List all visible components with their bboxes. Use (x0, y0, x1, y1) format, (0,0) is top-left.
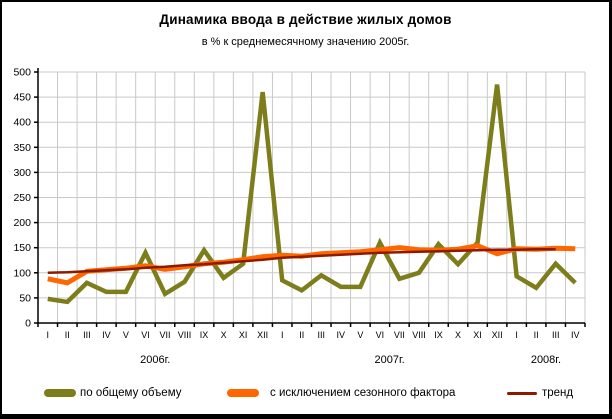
x-tick-label: V (123, 330, 129, 340)
x-tick-label: VIII (178, 330, 192, 340)
y-tick-label: 250 (13, 192, 31, 204)
x-tick-label: IV (102, 330, 111, 340)
x-tick-label: VII (394, 330, 405, 340)
year-label-2008: 2008г. (530, 354, 562, 366)
x-tick-label: IX (434, 330, 443, 340)
x-tick-label: V (357, 330, 363, 340)
y-tick-label: 350 (13, 142, 31, 154)
x-tick-label: III (552, 330, 560, 340)
x-tick-label: VI (141, 330, 150, 340)
x-tick-label: II (299, 330, 304, 340)
x-tick-label: VII (159, 330, 170, 340)
x-tick-label: III (83, 330, 91, 340)
chart-legend: по общему объему с исключением сезонного … (2, 384, 609, 408)
y-tick-label: 50 (19, 292, 31, 304)
y-tick-label: 150 (13, 242, 31, 254)
x-tick-label: IX (200, 330, 209, 340)
x-tick-label: XI (473, 330, 482, 340)
x-tick-label: XII (257, 330, 268, 340)
x-tick-label: VIII (412, 330, 426, 340)
legend-marker-trend (507, 392, 537, 395)
x-tick-label: X (221, 330, 227, 340)
y-tick-label: 300 (13, 167, 31, 179)
y-tick-label: 500 (13, 67, 31, 79)
x-tick-label: III (318, 330, 326, 340)
y-tick-label: 400 (13, 117, 31, 129)
x-tick-label: II (65, 330, 70, 340)
year-label-2007: 2007г. (374, 354, 405, 366)
x-tick-label: I (281, 330, 284, 340)
legend-marker-seasonally-adjusted (227, 389, 259, 397)
y-tick-label: 100 (13, 267, 31, 279)
legend-label-seasonally-adjusted: с исключением сезонного фактора (270, 387, 456, 399)
year-label-2006: 2006г. (140, 354, 171, 366)
series-line-trend (47, 247, 556, 275)
x-tick-label: XI (239, 330, 248, 340)
x-tick-label: I (47, 330, 50, 340)
x-tick-label: IV (571, 330, 580, 340)
x-tick-label: X (455, 330, 461, 340)
x-tick-label: IV (337, 330, 346, 340)
x-tick-label: II (534, 330, 539, 340)
legend-marker-total-volume (44, 389, 76, 397)
x-tick-label: I (515, 330, 518, 340)
series-line-total-volume (47, 84, 577, 305)
chart-subtitle: в % к среднемесячному значению 2005г. (201, 36, 410, 48)
y-tick-label: 0 (25, 318, 31, 330)
x-tick-label: VI (376, 330, 385, 340)
y-tick-label: 450 (13, 92, 31, 104)
chart-title: Динамика ввода в действие жилых домов (159, 12, 452, 27)
legend-label-trend: тренд (542, 387, 574, 399)
x-tick-label: XII (492, 330, 503, 340)
legend-label-total-volume: по общему объему (80, 387, 182, 399)
y-tick-label: 200 (13, 217, 31, 229)
